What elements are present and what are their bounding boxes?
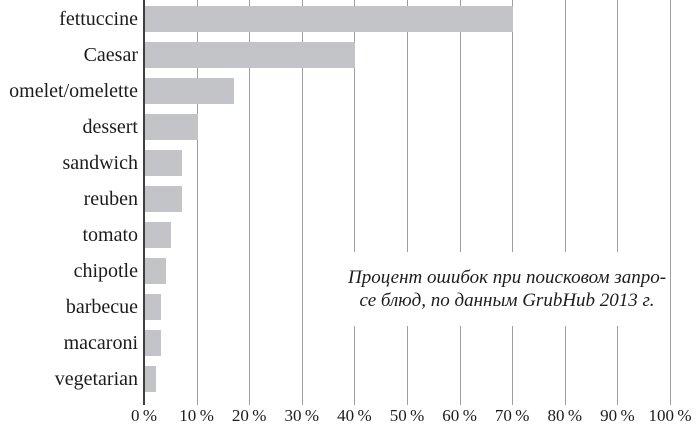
bar-chipotle: [145, 258, 166, 284]
x-tick-label: 0 %: [130, 406, 158, 425]
gridline: [617, 0, 619, 405]
x-tick-label: 90 %: [600, 406, 635, 425]
annotation-line-2: се блюд, по данным GrubHub 2013 г.: [359, 290, 655, 311]
category-label: vegetarian: [54, 368, 138, 390]
x-tick-label: 30 %: [284, 406, 320, 425]
bar-barbecue: [145, 294, 161, 320]
bar-sandwich: [145, 150, 182, 176]
x-tick-label: 80 %: [547, 406, 583, 425]
gridline: [512, 0, 514, 405]
gridline: [249, 0, 251, 405]
gridline: [354, 0, 356, 405]
category-label: sandwich: [62, 152, 138, 174]
category-label: reuben: [83, 188, 138, 210]
bar-reuben: [145, 186, 182, 212]
gridline: [670, 0, 671, 405]
category-label: Caesar: [83, 44, 138, 66]
category-label: chipotle: [73, 260, 138, 282]
bar-fettuccine: [145, 6, 514, 32]
annotation-box: Процент ошибок при поисковом запро- се б…: [348, 252, 666, 326]
category-label: omelet/omelette: [9, 80, 138, 102]
x-tick-label: 20 %: [231, 406, 267, 425]
category-label: dessert: [82, 116, 138, 138]
x-tick-label: 50 %: [389, 406, 425, 425]
x-tick-label: 40 %: [337, 406, 372, 425]
bar-caesar: [145, 42, 356, 68]
x-tick-label: 60 %: [442, 406, 477, 425]
annotation-line-1: Процент ошибок при поисковом запро-: [347, 267, 667, 288]
x-tick-label: 100 %: [648, 406, 692, 425]
bar-omelet-omelette: [145, 78, 235, 104]
gridline: [459, 0, 461, 405]
bar-dessert: [145, 114, 198, 140]
y-axis-line: [143, 0, 145, 405]
x-tick-label: 10 %: [179, 406, 214, 425]
category-label: tomato: [82, 224, 138, 246]
gridline: [407, 0, 408, 405]
bar-tomato: [145, 222, 172, 248]
category-label: fettuccine: [59, 8, 138, 30]
x-tick-label: 70 %: [494, 406, 530, 425]
gridline: [196, 0, 198, 405]
category-label: barbecue: [65, 296, 138, 318]
bar-macaroni: [145, 330, 161, 356]
bar-vegetarian: [145, 366, 156, 392]
gridline: [301, 0, 303, 405]
gridline: [564, 0, 566, 405]
category-label: macaroni: [63, 332, 138, 354]
